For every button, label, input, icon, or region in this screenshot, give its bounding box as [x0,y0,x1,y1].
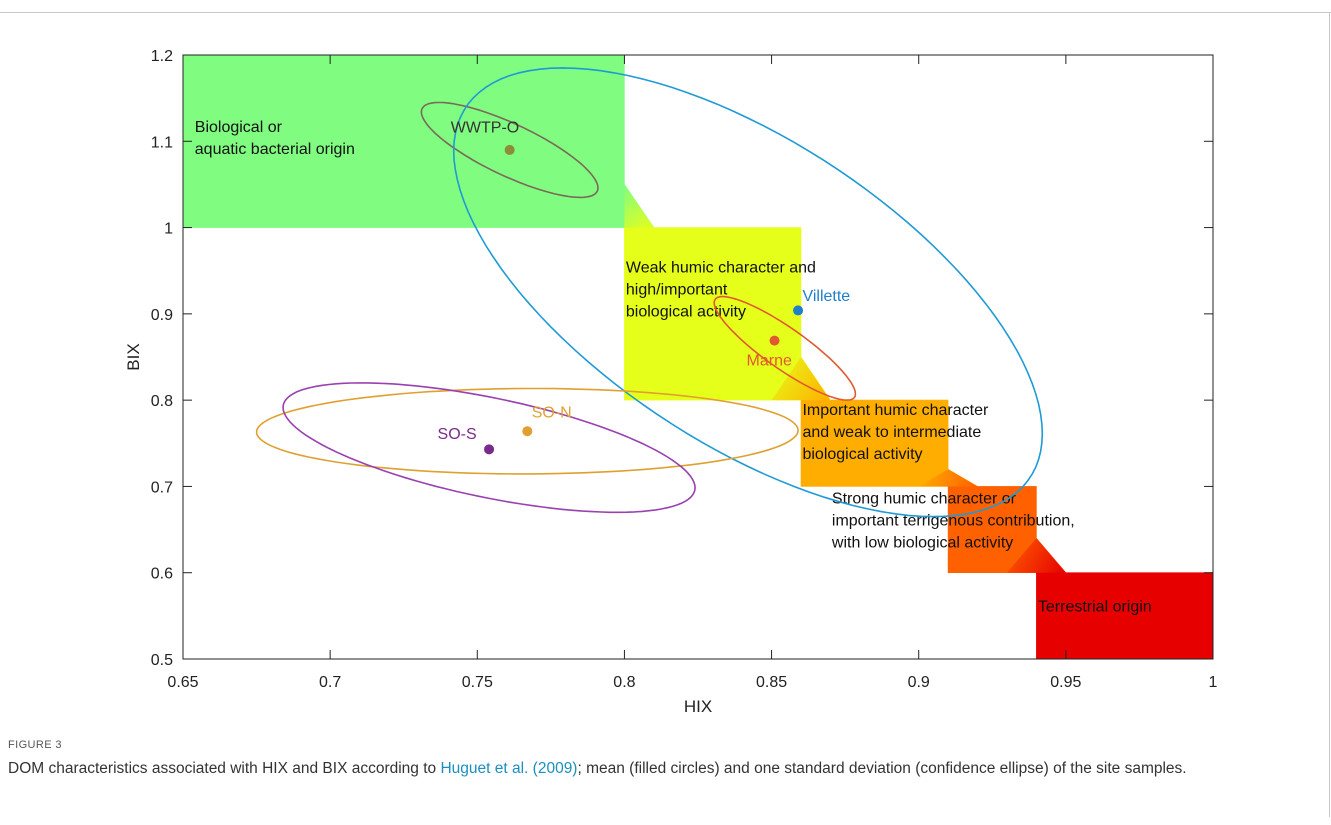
caption-text-start: DOM characteristics associated with HIX … [8,760,441,777]
point-wwtp-o [504,144,515,155]
point-label-wwtp-o: WWTP-O [451,120,519,137]
x-tick-label: 0.8 [613,674,635,691]
region-label-line: aquatic bacterial origin [195,141,355,158]
region-label-terrestrial-origin: Terrestrial origin [1038,599,1152,616]
region-label-line: with low biological activity [831,535,1013,552]
y-tick-label: 0.6 [151,566,173,583]
region-label-line: biological activity [802,446,922,463]
y-tick-label: 0.5 [151,652,173,669]
region-terrestrial-origin [1036,572,1214,660]
ellipse-so-s [282,382,696,514]
region-label-strong-humic-character-or-important-terrigenous-contribution-with-low-biological-activity: Strong humic character or important terri… [831,491,1075,552]
frame-top-border [0,12,1331,13]
y-tick-label: 0.8 [151,393,173,410]
point-so-n [522,426,533,437]
x-tick-label: 0.65 [167,674,198,691]
region-label-line: biological activity [626,303,746,320]
region-transition [624,184,654,228]
region-label-line: and weak to intermediate [802,424,981,441]
point-label-so-n: SO-N [532,404,572,421]
x-tick-label: 1 [1209,674,1218,691]
x-tick-label: 0.85 [756,674,787,691]
point-label-layer: WWTP-O Villette Marne SO-N SO-S [438,120,851,443]
region-label-biological-or-aquatic-bacterial-origin: Biological or aquatic bacterial origin [195,119,355,158]
region-label-line: Terrestrial origin [1038,599,1152,616]
region-label-line: Important humic character [802,402,989,419]
region-label-line: Biological or [195,119,283,136]
x-tick-label: 0.9 [908,674,930,691]
caption-reference-link[interactable]: Huguet et al. (2009) [440,760,578,777]
region-label-line: Weak humic character and [626,259,816,276]
region-label-line: high/important [626,281,728,298]
x-axis-label: HIX [684,697,712,716]
ellipse-villette [452,67,1044,518]
point-marne [769,335,780,346]
region-label-line: important terrigenous contribution, [832,513,1075,530]
point-label-marne: Marne [747,353,792,370]
axes-layer: 0.65 0.7 0.75 0.8 0.85 0.9 0.95 1 0.5 0.6 0.7 0.8 0.… [124,48,1218,716]
ellipse-marne [713,295,857,401]
point-villette [793,305,804,316]
point-label-so-s: SO-S [438,426,477,443]
ellipse-layer [255,67,1044,518]
region-label-weak-humic-character-and-high-important-biological-activity: Weak humic character and high/important bi… [626,259,816,320]
region-weak-humic-character-and-high-important-biological-activity [624,227,831,401]
y-tick-label: 1.1 [151,134,173,151]
point-so-s [484,444,495,455]
point-label-villette: Villette [802,288,850,305]
region-transition [1007,538,1066,573]
x-tick-label: 0.75 [462,674,493,691]
y-tick-label: 0.9 [151,307,173,324]
y-tick-label: 1 [164,221,173,238]
figure-caption: DOM characteristics associated with HIX … [8,758,1308,780]
ellipse-so-n [255,387,799,475]
x-tick-label: 0.7 [319,674,341,691]
region-transition [771,357,831,401]
y-axis-label: BIX [124,343,143,370]
region-label-important-humic-character-and-weak-to-intermediate-biological-activity: Important humic character and weak to int… [802,402,989,463]
frame-right-border [1329,12,1330,817]
chart: Biological or aquatic bacterial origin Wea… [124,48,1218,716]
point-layer [484,144,804,455]
region-transition [918,469,978,487]
region-label-layer: Biological or aquatic bacterial origin Wea… [195,119,1152,616]
plot-frame [182,54,1214,660]
region-important-humic-character-and-weak-to-intermediate-biological-activity [800,399,979,487]
figure-label: FIGURE 3 [8,739,62,751]
y-tick-label: 1.2 [151,48,173,65]
x-tick-label: 0.95 [1050,674,1081,691]
caption-text-end: ; mean (filled circles) and one standard… [577,760,1187,777]
y-tick-label: 0.7 [151,479,173,496]
region-layer [182,54,1214,660]
ellipse-wwtp-o [420,101,599,199]
region-label-line: Strong humic character or [832,491,1017,508]
